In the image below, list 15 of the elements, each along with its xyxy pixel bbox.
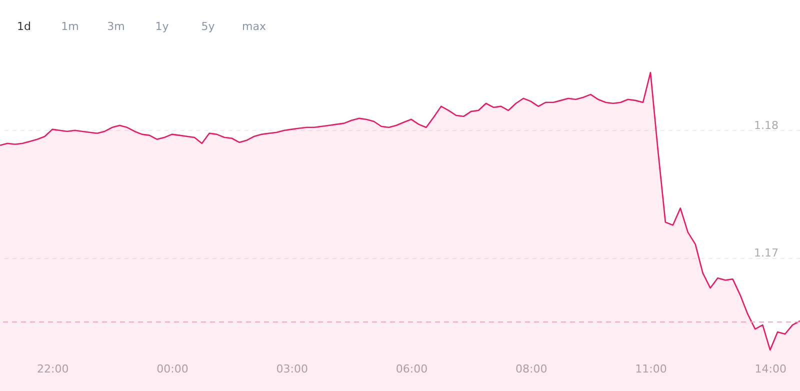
y-tick-label: 1.17 xyxy=(754,246,778,260)
y-tick-label: 1.18 xyxy=(754,118,778,132)
x-tick-label: 22:00 xyxy=(36,362,69,376)
x-tick-label: 00:00 xyxy=(156,362,188,376)
annotation: 3m xyxy=(107,20,125,33)
annotation: 1y xyxy=(155,20,170,33)
x-tick-label: 06:00 xyxy=(396,362,428,376)
annotation: 1m xyxy=(61,20,79,33)
annotation: 5y xyxy=(201,20,216,33)
x-tick-label: 03:00 xyxy=(276,362,308,376)
annotation: max xyxy=(242,20,266,33)
x-tick-label: 14:00 xyxy=(754,362,786,376)
x-tick-label: 08:00 xyxy=(515,362,548,376)
x-tick-label: 11:00 xyxy=(635,362,667,376)
annotation: 1d xyxy=(17,20,31,33)
